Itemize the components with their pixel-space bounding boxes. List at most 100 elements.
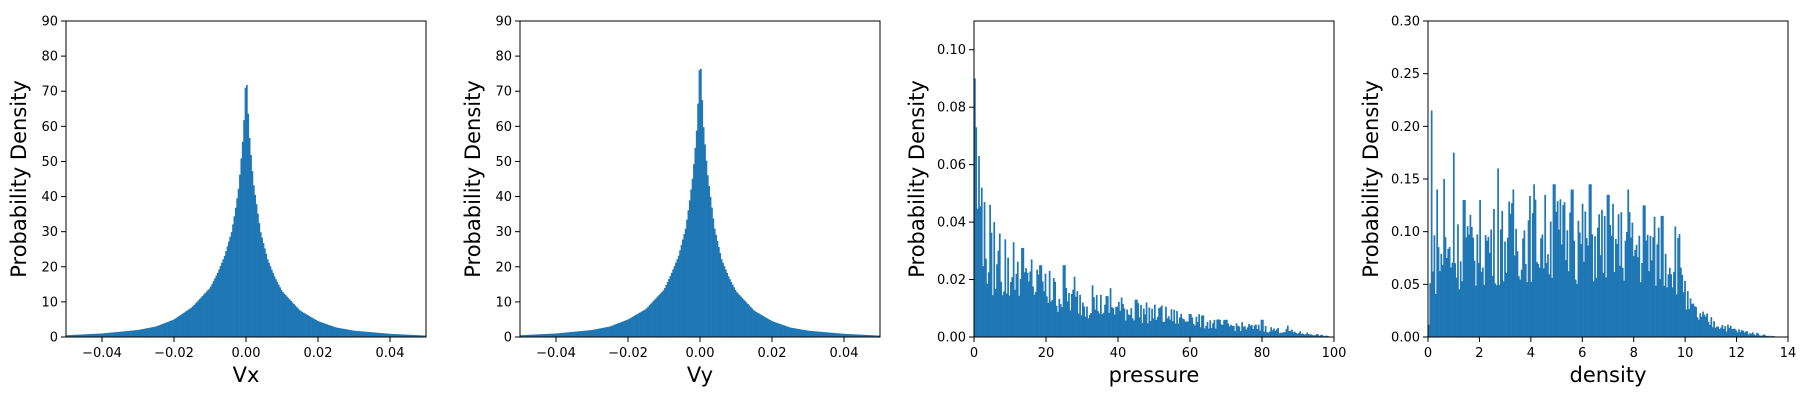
- vx-histogram-bar: [68, 335, 71, 337]
- pressure-histogram-bar: [1208, 328, 1210, 337]
- vy-y-tick-label: 60: [495, 120, 512, 135]
- pressure-histogram-bar: [1141, 322, 1144, 337]
- vy-histogram-bar: [820, 331, 823, 337]
- vy-histogram-bar: [716, 240, 719, 337]
- density-histogram-bar: [1704, 316, 1707, 337]
- vx-histogram-bar: [125, 331, 128, 337]
- pressure-histogram-bar: [1077, 313, 1080, 337]
- density-histogram-bar: [1624, 240, 1627, 337]
- pressure-histogram-bar: [1112, 308, 1115, 337]
- vx-histogram-bar: [313, 319, 316, 337]
- density-histogram-bar: [1559, 199, 1562, 337]
- vx-histogram-bar: [210, 286, 212, 337]
- vy-histogram-bar: [758, 313, 760, 337]
- vy-y-tick-label: 0: [504, 331, 512, 346]
- vx-histogram-bar: [203, 294, 205, 337]
- vy-histogram-bar: [704, 144, 706, 337]
- density-histogram-bar: [1509, 213, 1512, 337]
- vy-histogram-bar: [845, 333, 848, 337]
- pressure-histogram-bar: [1291, 329, 1293, 337]
- density-histogram-bar: [1490, 229, 1493, 337]
- density-histogram-bar: [1493, 208, 1495, 337]
- pressure-histogram-bar: [1034, 291, 1037, 337]
- density-histogram-bar: [1584, 211, 1587, 337]
- density-histogram-bar: [1639, 282, 1642, 337]
- density-histogram-bar: [1613, 272, 1616, 337]
- density-histogram-bar: [1729, 325, 1732, 337]
- pressure-histogram-bar: [1196, 322, 1199, 337]
- density-x-tick-label: 0: [1424, 346, 1432, 361]
- vy-histogram-bar: [776, 322, 778, 337]
- pressure-histogram-bar: [1260, 319, 1263, 337]
- density-histogram-bar: [1487, 236, 1490, 337]
- vy-histogram-bar: [522, 335, 525, 337]
- density-histogram-bar: [1455, 277, 1458, 337]
- density-histogram-bar: [1511, 203, 1513, 337]
- density-histogram-bar: [1578, 232, 1581, 337]
- vx-histogram-bar: [305, 314, 308, 337]
- pressure-histogram-bar: [1295, 333, 1297, 337]
- vx-histogram-bar: [219, 266, 222, 337]
- vy-histogram-bar: [687, 210, 690, 337]
- density-histogram-bar: [1596, 227, 1599, 337]
- vy-histogram-bar: [813, 331, 816, 337]
- density-histogram-bar: [1732, 328, 1735, 337]
- vy-histogram-bar: [575, 331, 578, 337]
- density-histogram-bar: [1592, 281, 1595, 337]
- pressure-histogram-bar: [1311, 334, 1314, 337]
- vy-histogram-bar: [695, 130, 698, 337]
- vx-histogram-bar: [138, 329, 140, 337]
- vx-histogram-bar: [149, 327, 151, 337]
- pressure-histogram-bar: [1239, 331, 1242, 337]
- vy-histogram-bar: [859, 334, 861, 337]
- pressure-histogram-bar: [1246, 327, 1249, 337]
- vx-histogram-bar: [306, 315, 309, 337]
- pressure-histogram-bar: [1188, 314, 1191, 337]
- pressure-histogram-bar: [1126, 309, 1129, 337]
- vx-histogram-bars: [66, 85, 427, 338]
- vx-histogram-bar: [205, 291, 208, 337]
- vx-histogram-bar: [315, 319, 317, 337]
- pressure-histogram-bar: [1235, 323, 1238, 337]
- vx-histogram-bar: [298, 309, 301, 337]
- vy-histogram-bar: [646, 308, 648, 337]
- vy-histogram-bar: [611, 325, 614, 337]
- pressure-histogram-bar: [979, 206, 982, 337]
- vy-histogram-bar: [576, 331, 579, 337]
- density-y-tick-label: 0.15: [1391, 173, 1420, 188]
- vy-histogram-bar: [664, 288, 666, 337]
- pressure-histogram-bar: [1160, 305, 1163, 337]
- density-histogram-bar: [1657, 227, 1660, 337]
- vy-histogram-bar: [838, 333, 841, 337]
- pressure-histogram-bar: [1163, 321, 1166, 337]
- pressure-histogram-bars: [974, 78, 1335, 337]
- vx-histogram-bar: [291, 302, 294, 337]
- density-histogram-bar: [1502, 281, 1505, 337]
- vy-histogram-bar: [561, 332, 564, 337]
- pressure-x-tick-label: 100: [1322, 346, 1347, 361]
- pressure-histogram-bar: [1169, 319, 1171, 337]
- vy-y-tick-label: 10: [495, 295, 512, 310]
- vy-histogram-bar: [579, 331, 582, 337]
- pressure-histogram-bar: [1242, 326, 1245, 337]
- vx-histogram-bar: [216, 272, 219, 337]
- vy-histogram-bar: [658, 294, 661, 337]
- density-histogram-bar: [1702, 311, 1704, 337]
- density-histogram-bar: [1599, 255, 1602, 337]
- pressure-histogram-bar: [1212, 323, 1214, 337]
- vy-histogram-bar: [686, 219, 688, 337]
- vx-histogram-bar: [378, 332, 381, 337]
- pressure-histogram-bar: [1061, 307, 1063, 337]
- pressure-histogram-bar: [1091, 285, 1094, 337]
- vy-y-tick-label: 50: [495, 155, 512, 170]
- pressure-histogram-bar: [996, 264, 998, 337]
- density-histogram-bar: [1549, 221, 1552, 337]
- vx-histogram-bar: [221, 262, 223, 337]
- vy-histogram-bar: [868, 335, 871, 337]
- vy-histogram-bar: [585, 330, 587, 337]
- density-histogram-bar: [1439, 271, 1441, 337]
- vx-histogram-bar: [419, 335, 421, 337]
- vx-histogram-bar: [345, 329, 348, 337]
- vx-histogram-bar: [88, 334, 90, 337]
- vy-histogram-bar: [600, 328, 603, 337]
